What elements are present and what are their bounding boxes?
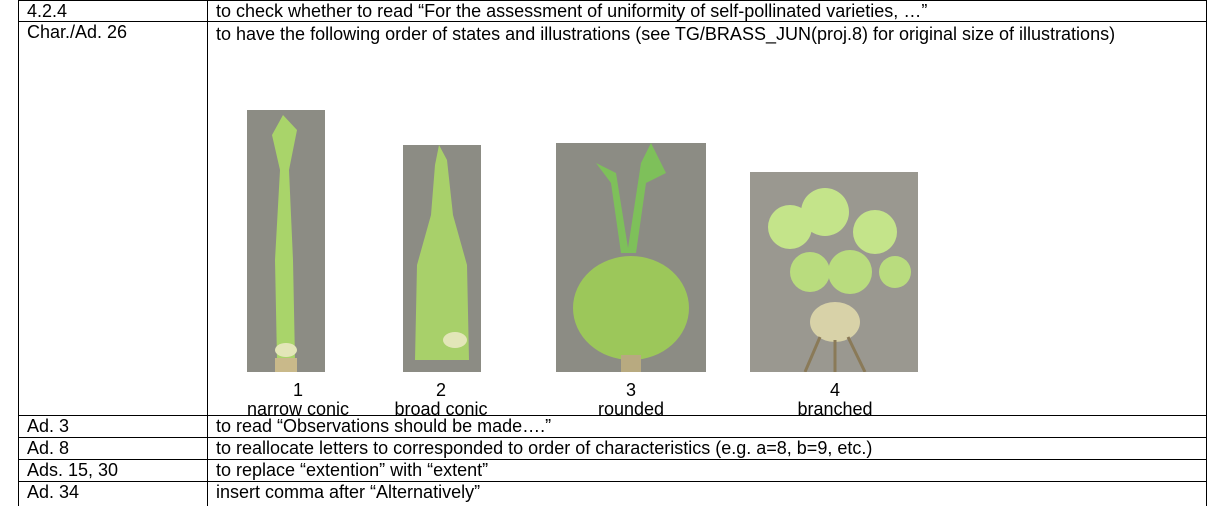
- row-label: 4.2.4: [18, 0, 208, 22]
- row-text: insert comma after “Alternatively”: [207, 481, 1207, 506]
- row-text: to check whether to read “For the assess…: [207, 0, 1207, 22]
- figure-image: [247, 110, 325, 372]
- row-text: to read “Observations should be made….”: [207, 415, 1207, 438]
- row-label: Char./Ad. 26: [18, 21, 208, 416]
- row-cell: to have the following order of states an…: [207, 21, 1207, 416]
- figure-number: 2: [435, 380, 446, 400]
- figure-caption: broad conic: [394, 399, 488, 419]
- row-text: to replace “extention” with “extent”: [207, 459, 1207, 482]
- row-label: Ads. 15, 30: [18, 459, 208, 482]
- row-label: Ad. 3: [18, 415, 208, 438]
- figure-number: 1: [292, 380, 303, 400]
- row-label: Ad. 34: [18, 481, 208, 506]
- figure-caption: branched: [797, 399, 873, 419]
- figure-image: [556, 143, 706, 372]
- figure-image: [750, 172, 918, 372]
- row-label: Ad. 8: [18, 437, 208, 460]
- figure-image: [403, 145, 481, 372]
- figure-caption: narrow conic: [246, 399, 350, 419]
- figure-number: 3: [625, 380, 636, 400]
- row-text: to reallocate letters to corresponded to…: [207, 437, 1207, 460]
- figure-caption: rounded: [597, 399, 665, 419]
- row-text: to have the following order of states an…: [216, 24, 1116, 44]
- figure-number: 4: [829, 380, 840, 400]
